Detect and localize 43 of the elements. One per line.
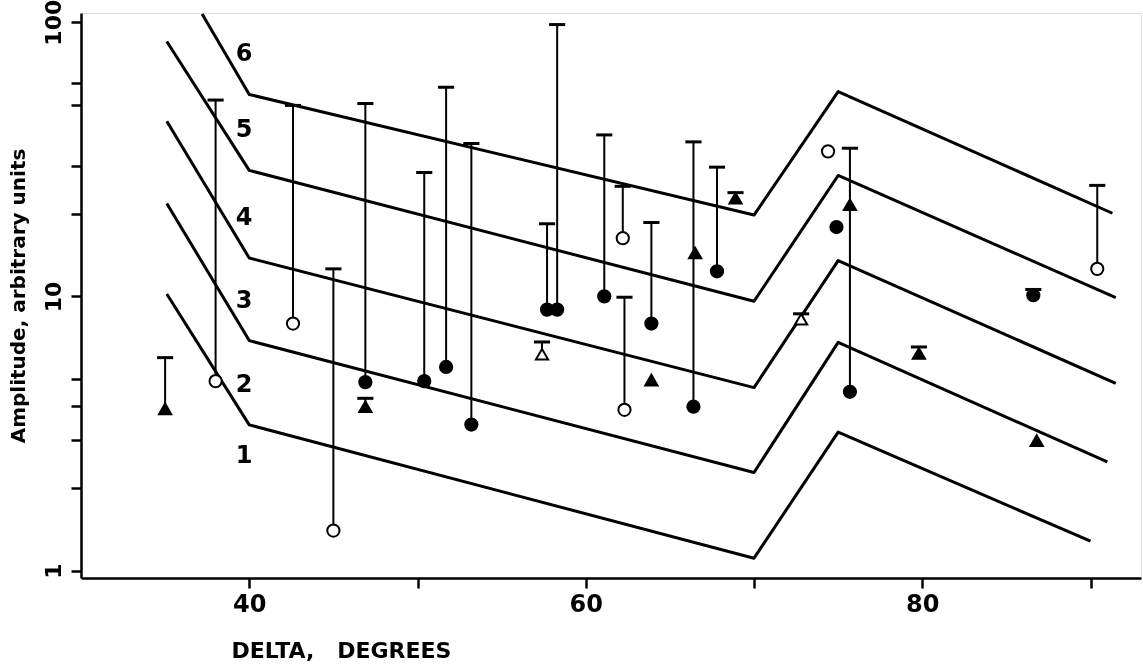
x-tick-label: 40 (233, 589, 267, 618)
y-tick-label: 1 (40, 563, 66, 579)
annotation: 3 (235, 285, 253, 314)
annotation: 4 (235, 202, 253, 231)
x-tick-label: 80 (906, 589, 940, 618)
point (1090, 261, 1105, 276)
point (911, 347, 927, 360)
point (842, 198, 858, 211)
annotation: 1 (235, 441, 253, 470)
point (464, 417, 479, 432)
point (644, 316, 659, 331)
point (208, 374, 223, 389)
point (820, 144, 836, 159)
point (550, 302, 565, 317)
point (1029, 434, 1044, 447)
point (615, 231, 630, 246)
y-tick-label: 100 (40, 0, 66, 46)
point (686, 399, 701, 414)
annotation: 5 (235, 115, 253, 144)
point (829, 219, 844, 235)
point (842, 384, 858, 399)
point (158, 402, 173, 416)
point (358, 374, 373, 390)
point (438, 359, 454, 375)
annotation: 2 (235, 369, 253, 398)
y-tick-label: 10 (40, 281, 66, 313)
y-axis-title: Amplitude, arbitrary units (5, 148, 30, 444)
point (534, 347, 550, 361)
point (358, 400, 373, 414)
point (417, 374, 432, 389)
annotation: 6 (235, 39, 253, 68)
point (709, 264, 725, 279)
point (728, 191, 743, 205)
point (688, 246, 703, 260)
point (794, 313, 809, 326)
x-tick-label: 60 (569, 589, 603, 618)
point (285, 316, 301, 331)
point (597, 289, 612, 304)
point (644, 373, 659, 387)
point (326, 523, 341, 538)
x-axis-title: DELTA, DEGREES (231, 637, 452, 663)
point (1026, 288, 1041, 303)
point (617, 402, 632, 417)
